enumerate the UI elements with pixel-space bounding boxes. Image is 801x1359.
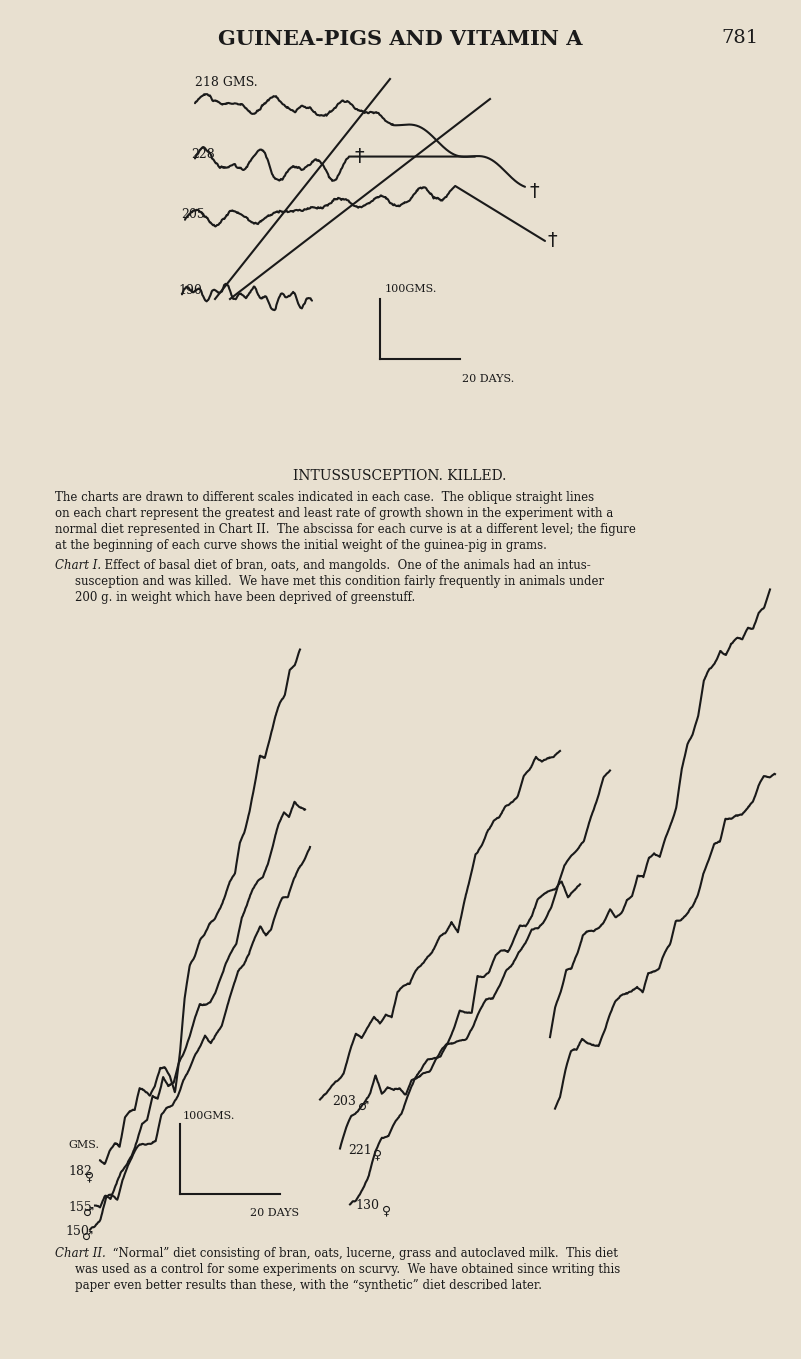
Text: Effect of basal diet of bran, oats, and mangolds.  One of the animals had an int: Effect of basal diet of bran, oats, and … xyxy=(97,559,591,572)
Text: †: † xyxy=(548,231,557,250)
Text: 150: 150 xyxy=(65,1224,89,1238)
Text: 200 g. in weight which have been deprived of greenstuff.: 200 g. in weight which have been deprive… xyxy=(75,591,415,603)
Text: 203: 203 xyxy=(332,1094,356,1108)
Text: 182: 182 xyxy=(68,1165,92,1178)
Text: normal diet represented in Chart II.  The abscissa for each curve is at a differ: normal diet represented in Chart II. The… xyxy=(55,523,636,535)
Text: susception and was killed.  We have met this condition fairly frequently in anim: susception and was killed. We have met t… xyxy=(75,575,604,588)
Text: Chart I.: Chart I. xyxy=(55,559,101,572)
Text: 205: 205 xyxy=(181,208,205,220)
Text: 221: 221 xyxy=(348,1143,372,1157)
Text: 20 DAYS: 20 DAYS xyxy=(250,1208,299,1218)
Text: ♂: ♂ xyxy=(358,1099,369,1113)
Text: ♀: ♀ xyxy=(85,1170,95,1184)
Text: GMS.: GMS. xyxy=(68,1140,99,1150)
Text: 100GMS.: 100GMS. xyxy=(183,1112,235,1121)
Text: 155: 155 xyxy=(68,1200,92,1214)
Text: 100GMS.: 100GMS. xyxy=(385,284,437,294)
Text: was used as a control for some experiments on scurvy.  We have obtained since wr: was used as a control for some experimen… xyxy=(75,1263,620,1276)
Text: on each chart represent the greatest and least rate of growth shown in the exper: on each chart represent the greatest and… xyxy=(55,507,614,520)
Text: at the beginning of each curve shows the initial weight of the guinea-pig in gra: at the beginning of each curve shows the… xyxy=(55,540,547,552)
Text: The charts are drawn to different scales indicated in each case.  The oblique st: The charts are drawn to different scales… xyxy=(55,491,594,504)
Text: 20 DAYS.: 20 DAYS. xyxy=(462,374,514,385)
Text: ♀: ♀ xyxy=(382,1204,391,1218)
Text: 228: 228 xyxy=(191,148,215,160)
Text: ♀: ♀ xyxy=(373,1148,382,1162)
Text: 781: 781 xyxy=(722,29,759,48)
Text: 190: 190 xyxy=(178,284,202,298)
Text: †: † xyxy=(530,182,540,201)
Text: GUINEA-PIGS AND VITAMIN A: GUINEA-PIGS AND VITAMIN A xyxy=(218,29,582,49)
Text: “Normal” diet consisting of bran, oats, lucerne, grass and autoclaved milk.  Thi: “Normal” diet consisting of bran, oats, … xyxy=(105,1248,618,1260)
Text: ♂: ♂ xyxy=(83,1205,95,1219)
Text: †: † xyxy=(354,147,364,166)
Text: Chart II.: Chart II. xyxy=(55,1248,106,1260)
Text: 130: 130 xyxy=(355,1200,379,1212)
Text: paper even better results than these, with the “synthetic” diet described later.: paper even better results than these, wi… xyxy=(75,1279,542,1292)
Text: INTUSSUSCEPTION. KILLED.: INTUSSUSCEPTION. KILLED. xyxy=(293,469,507,482)
Text: 218 GMS.: 218 GMS. xyxy=(195,76,258,88)
Text: ♂: ♂ xyxy=(82,1230,93,1242)
